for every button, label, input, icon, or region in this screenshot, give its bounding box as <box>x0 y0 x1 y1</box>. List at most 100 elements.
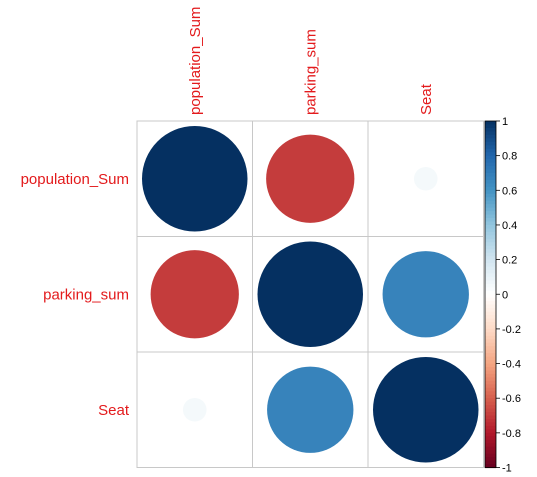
colorbar-segment <box>485 353 496 358</box>
colorbar-segment <box>485 436 496 441</box>
corr-circle-population_Sum-Seat <box>413 166 438 191</box>
colorbar-segment <box>485 342 496 347</box>
colorbar-segment <box>485 259 496 264</box>
colorbar-tick-label: -0.8 <box>502 428 521 440</box>
colorbar-segment <box>485 464 496 469</box>
row-label-parking_sum: parking_sum <box>43 286 129 303</box>
colorbar-segment <box>485 318 496 323</box>
colorbar-segment <box>485 235 496 240</box>
corr-circle-population_Sum-population_Sum <box>142 126 248 232</box>
colorbar-segment <box>485 218 496 223</box>
colorbar-segment <box>485 290 496 295</box>
colorbar-tick-label: 0.6 <box>502 185 517 197</box>
colorbar-segment <box>485 373 496 379</box>
grid-cell <box>367 351 484 468</box>
colorbar-segment <box>485 283 496 288</box>
colorbar-segment <box>485 443 496 448</box>
colorbar-segment <box>485 363 496 368</box>
colorbar-segment <box>485 273 496 278</box>
colorbar-segment <box>485 391 496 396</box>
colorbar-segment <box>485 204 496 209</box>
colorbar-segment <box>485 335 496 340</box>
colorbar-segment <box>485 134 496 139</box>
colorbar-segment <box>485 294 496 299</box>
colorbar-segment <box>485 131 496 136</box>
colorbar-segment <box>485 263 496 268</box>
colorbar-segment <box>485 304 496 309</box>
colorbar-segment <box>485 214 496 219</box>
colorbar-segment <box>485 145 496 150</box>
colorbar-segment <box>485 162 496 167</box>
colorbar-segment <box>485 415 496 420</box>
colorbar-segment <box>485 349 496 354</box>
colorbar-segment <box>485 315 496 320</box>
colorbar-segment <box>485 446 496 451</box>
colorbar-segment <box>485 238 496 243</box>
colorbar-segment <box>485 221 496 226</box>
colorbar-segment <box>485 401 496 406</box>
colorbar-segment <box>485 211 496 216</box>
colorbar-segment <box>485 207 496 212</box>
colorbar-segment <box>485 252 496 257</box>
colorbar-segment <box>485 138 496 143</box>
colorbar-segment <box>485 380 496 385</box>
colorbar-segment <box>485 412 496 417</box>
colorbar-segment <box>485 360 496 365</box>
colorbar-segment <box>485 367 496 372</box>
colorbar-segment <box>485 457 496 462</box>
colorbar-segment <box>485 432 496 437</box>
colorbar-tick-label: 0.2 <box>502 255 517 267</box>
colorbar-segment <box>485 280 496 285</box>
colorbar-segment <box>485 429 496 434</box>
colorbar-segment <box>485 370 496 375</box>
colorbar-tick-label: 0.8 <box>502 151 517 163</box>
colorbar-segment <box>485 183 496 188</box>
colorbar-segment <box>485 394 496 399</box>
colorbar-segment <box>485 356 496 361</box>
colorbar-segment <box>485 269 496 275</box>
colorbar-segment <box>485 408 496 413</box>
colorbar-segment <box>485 332 496 337</box>
corr-circle-parking_sum-parking_sum <box>257 241 363 347</box>
colorbar-segment <box>485 325 496 330</box>
colorbar-segment <box>485 228 496 233</box>
colorbar-segment <box>485 387 496 392</box>
colorbar-segment <box>485 377 496 382</box>
colorbar-segment <box>485 166 496 171</box>
colorbar-segment <box>485 179 496 184</box>
colorbar-segment <box>485 398 496 403</box>
colorbar-segment <box>485 301 496 306</box>
corr-circle-parking_sum-population_Sum <box>150 250 239 339</box>
colorbar-segment <box>485 460 496 465</box>
colorbar-segment <box>485 224 496 230</box>
colorbar-tick-label: 0.4 <box>502 220 517 232</box>
colorbar-segment <box>485 124 496 129</box>
corr-circle-Seat-parking_sum <box>267 366 354 453</box>
colorbar-segment <box>485 190 496 195</box>
colorbar-tick-label: 0 <box>502 289 508 301</box>
colorbar-segment <box>485 422 496 427</box>
colorbar-segment <box>485 439 496 444</box>
colorbar-segment <box>485 127 496 132</box>
colorbar-segment <box>485 311 496 316</box>
colorbar-segment <box>485 276 496 281</box>
colorbar-segment <box>485 297 496 302</box>
colorbar-segment <box>485 245 496 250</box>
colorbar-segment <box>485 197 496 202</box>
colorbar-segment <box>485 450 496 455</box>
colorbar-tick-label: -1 <box>502 463 512 475</box>
colorbar-segment <box>485 155 496 160</box>
colorbar-segment <box>485 141 496 146</box>
colorbar-tick-label: 1 <box>502 116 508 128</box>
colorbar-segment <box>485 346 496 351</box>
colorbar-segment <box>485 339 496 344</box>
colorbar-segment <box>485 200 496 205</box>
row-label-Seat: Seat <box>98 402 130 419</box>
colorbar-segment <box>485 152 496 157</box>
colorbar-segment <box>485 308 496 313</box>
colorbar-segment <box>485 176 496 181</box>
colorbar-segment <box>485 321 496 327</box>
colorbar-segment <box>485 172 496 178</box>
